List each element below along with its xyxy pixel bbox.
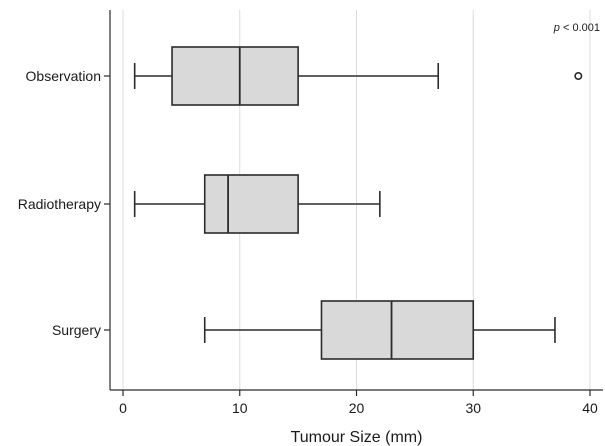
labels: 0 10 20 30 40 Observation Radiotherapy Surgery bbox=[18, 68, 598, 416]
p-value-annotation: p < 0.001 bbox=[553, 22, 600, 34]
x-axis-title: Tumour Size (mm) bbox=[291, 429, 423, 446]
axes bbox=[104, 10, 603, 396]
p-symbol: p bbox=[553, 22, 560, 34]
x-tick-label: 30 bbox=[465, 400, 481, 416]
box-group-surgery bbox=[203, 300, 556, 360]
box-group-radiotherapy bbox=[133, 174, 381, 234]
boxes bbox=[133, 46, 583, 360]
category-label: Observation bbox=[26, 68, 101, 84]
category-label: Radiotherapy bbox=[18, 196, 101, 212]
x-tick-label: 20 bbox=[349, 400, 365, 416]
iqr-box bbox=[171, 46, 299, 106]
x-tick-label: 0 bbox=[119, 400, 127, 416]
p-value-text: < 0.001 bbox=[560, 22, 600, 34]
category-label: Surgery bbox=[52, 322, 101, 338]
box-group-observation bbox=[133, 46, 583, 106]
outlier-point bbox=[574, 72, 583, 81]
x-tick-label: 10 bbox=[232, 400, 248, 416]
iqr-box bbox=[203, 174, 299, 234]
x-tick-label: 40 bbox=[582, 400, 598, 416]
iqr-box bbox=[320, 300, 475, 360]
